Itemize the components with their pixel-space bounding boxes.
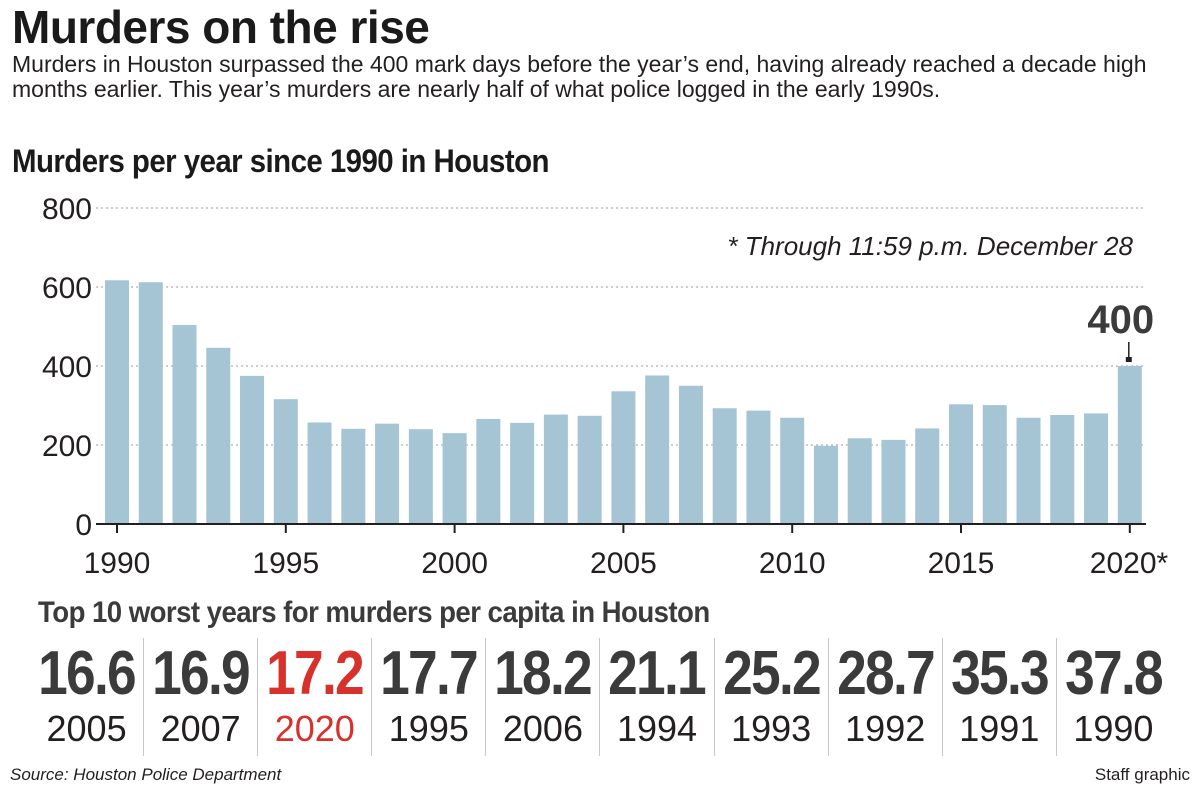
y-tick-label: 800 (42, 193, 92, 226)
bar-2001 (476, 418, 501, 524)
source-note: Source: Houston Police Department (10, 765, 282, 784)
y-tick-label: 600 (42, 272, 92, 305)
bar-2016 (982, 405, 1007, 524)
bar-2020 (1117, 366, 1142, 524)
x-tick-label: 1990 (84, 547, 151, 580)
bar-1997 (341, 428, 366, 524)
rank-rate: 25.2 (722, 639, 822, 708)
rank-item: 18.2 2006 (485, 638, 599, 756)
rank-rate: 16.6 (38, 639, 137, 708)
bar-2019 (1084, 413, 1109, 524)
bar-1999 (408, 429, 433, 524)
rank-year: 1995 (388, 708, 469, 749)
bar-2014 (915, 428, 940, 524)
dek: Murders in Houston surpassed the 400 mar… (12, 51, 1147, 102)
callout-value: 400 (1087, 298, 1154, 342)
rank-year: 1992 (845, 708, 926, 749)
rank-item: 25.2 1993 (713, 638, 828, 756)
rank-item: 37.8 1990 (1055, 638, 1170, 756)
rank-rate: 16.9 (152, 639, 251, 708)
rank-rate: 17.2 (266, 639, 365, 708)
bar-1992 (172, 324, 197, 524)
x-tick-label: 2010 (759, 547, 826, 580)
bar-2012 (847, 438, 872, 524)
x-tick-label: 2020* (1090, 547, 1169, 580)
rank-rate: 35.3 (950, 639, 1050, 708)
rank-item: 17.7 1995 (371, 638, 485, 756)
x-axis-labels: 1990 1995 2000 2005 2010 2015 2020* (84, 547, 1169, 580)
bar-1991 (138, 282, 163, 524)
rank-rate: 17.7 (380, 639, 479, 708)
rank-item: 35.3 1991 (941, 638, 1056, 756)
rank-year: 2007 (160, 708, 241, 749)
x-tick-label: 2000 (421, 547, 488, 580)
rank-rate: 28.7 (836, 639, 936, 708)
bar-2009 (746, 410, 771, 524)
credit-note: Staff graphic (1094, 765, 1190, 784)
bar-2017 (1016, 417, 1041, 524)
chart-note: * Through 11:59 p.m. December 28 (727, 231, 1133, 261)
bar-2000 (442, 433, 467, 524)
chart-title: Murders per year since 1990 in Houston (12, 143, 550, 179)
bar-2003 (543, 414, 568, 524)
rank-item: 17.2 2020 (257, 638, 371, 756)
y-axis-labels: 800 600 400 200 0 (42, 193, 92, 542)
bar-2013 (881, 439, 906, 524)
x-axis (96, 523, 1146, 533)
bar-1990 (105, 280, 129, 524)
bar-2005 (611, 391, 636, 524)
x-tick-label: 2005 (590, 547, 657, 580)
bar-2002 (510, 422, 535, 524)
bar-1994 (240, 375, 265, 524)
bar-1998 (375, 423, 400, 524)
rank-year: 1990 (1073, 708, 1154, 749)
bar-2008 (712, 408, 737, 524)
bar-2018 (1050, 414, 1075, 524)
rank-item: 16.9 2007 (143, 638, 257, 756)
callout-marker (1125, 357, 1132, 362)
rank-year: 1991 (959, 708, 1040, 749)
bar-2007 (678, 385, 703, 524)
rank-rate: 21.1 (608, 639, 708, 708)
x-tick-label: 2015 (928, 547, 995, 580)
ranking-title: Top 10 worst years for murders per capit… (38, 596, 710, 629)
bar-1996 (307, 422, 332, 524)
rank-year: 1994 (616, 708, 698, 749)
bar-2010 (780, 417, 805, 524)
rank-year: 2020 (274, 708, 355, 749)
bar-1995 (273, 399, 298, 524)
rank-item: 28.7 1992 (827, 638, 942, 756)
rank-year: 2006 (502, 708, 583, 749)
bars (105, 280, 1142, 524)
bar-2011 (813, 445, 838, 524)
x-tick-label: 1995 (252, 547, 319, 580)
headline: Murders on the rise (12, 1, 430, 53)
rank-rate: 37.8 (1064, 639, 1164, 708)
bar-2006 (645, 375, 670, 524)
bar-2015 (949, 404, 973, 524)
bar-1993 (206, 347, 231, 524)
y-tick-label: 0 (75, 509, 92, 542)
y-tick-label: 200 (42, 430, 92, 463)
rank-item: 16.6 2005 (30, 638, 143, 756)
bar-2004 (577, 415, 602, 524)
rank-rate: 18.2 (494, 639, 593, 708)
ranking-row: 16.6 2005 16.9 2007 17.2 2020 17.7 1995 18.2 2006… (30, 638, 1170, 756)
rank-year: 2005 (46, 708, 127, 749)
y-tick-label: 400 (42, 351, 92, 384)
rank-item: 21.1 1994 (599, 638, 713, 756)
rank-year: 1993 (731, 708, 812, 749)
callout: 400 (1087, 298, 1154, 362)
